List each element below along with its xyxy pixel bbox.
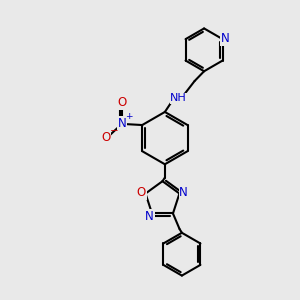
Text: O: O [137, 186, 146, 199]
Text: N: N [220, 32, 230, 45]
Text: O: O [101, 131, 111, 144]
Text: N: N [118, 117, 126, 130]
Text: +: + [125, 112, 133, 121]
Text: N: N [145, 210, 154, 223]
Text: −: − [110, 126, 118, 136]
Text: O: O [117, 96, 127, 109]
Text: NH: NH [170, 93, 187, 103]
Text: N: N [179, 185, 188, 199]
